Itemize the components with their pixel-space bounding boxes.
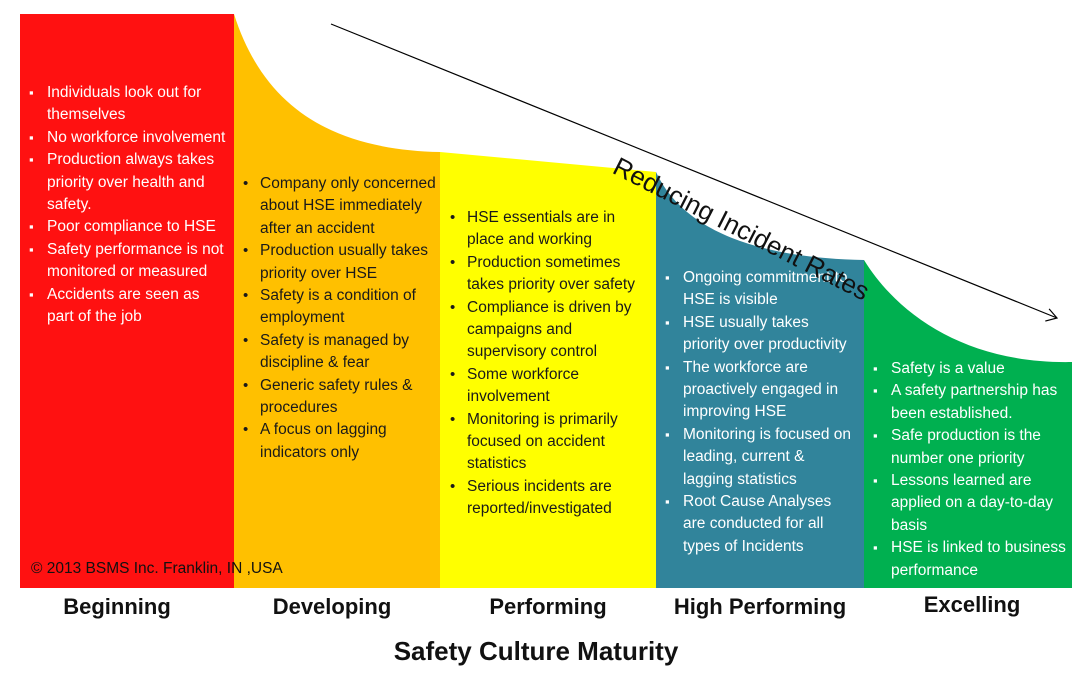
bullet-item: A focus on lagging indicators only xyxy=(240,419,436,464)
bullet-item: Safety performance is not monitored or m… xyxy=(27,239,227,284)
bullet-item: Accidents are seen as part of the job xyxy=(27,284,227,329)
bullet-item: HSE usually takes priority over producti… xyxy=(663,312,855,357)
stage-label-developing: Developing xyxy=(272,594,392,619)
bullet-item: Serious incidents are reported/investiga… xyxy=(447,476,652,521)
arrow-head-icon xyxy=(1045,308,1059,322)
bullet-item: Company only concerned about HSE immedia… xyxy=(240,173,436,240)
bullet-item: Some workforce involvement xyxy=(447,364,652,409)
bullet-item: Monitoring is focused on leading, curren… xyxy=(663,424,855,491)
bullet-item: Lessons learned are applied on a day-to-… xyxy=(871,470,1067,537)
bullet-item: A safety partnership has been establishe… xyxy=(871,380,1067,425)
bullet-item: Monitoring is primarily focused on accid… xyxy=(447,409,652,476)
bullet-item: No workforce involvement xyxy=(27,127,227,150)
bullet-item: Individuals look out for themselves xyxy=(27,82,227,127)
bullet-item: Compliance is driven by campaigns and su… xyxy=(447,297,652,364)
stage-label-beginning: Beginning xyxy=(63,594,171,619)
excelling-bullets: Safety is a valueA safety partnership ha… xyxy=(871,358,1067,582)
bullet-item: Generic safety rules & procedures xyxy=(240,375,436,420)
copyright-notice: © 2013 BSMS Inc. Franklin, IN ,USA xyxy=(31,560,283,577)
performing-bullets: HSE essentials are in place and workingP… xyxy=(447,207,652,521)
bullet-item: Safe production is the number one priori… xyxy=(871,425,1067,470)
bullet-item: HSE is linked to business performance xyxy=(871,537,1067,582)
axis-title: Safety Culture Maturity xyxy=(393,636,679,666)
bullet-item: Safety is managed by discipline & fear xyxy=(240,330,436,375)
bullet-item: Safety is a condition of employment xyxy=(240,285,436,330)
bullet-item: Root Cause Analyses are conducted for al… xyxy=(663,491,855,558)
stage-label-excelling: Excelling xyxy=(923,592,1021,617)
beginning-bullets: Individuals look out for themselvesNo wo… xyxy=(27,82,227,328)
bullet-item: Poor compliance to HSE xyxy=(27,216,227,239)
bullet-item: Safety is a value xyxy=(871,358,1067,381)
reducing-incident-rates-arrow xyxy=(330,23,1058,319)
bullet-item: HSE essentials are in place and working xyxy=(447,207,652,252)
bullet-item: The workforce are proactively engaged in… xyxy=(663,357,855,424)
bullet-item: Production always takes priority over he… xyxy=(27,149,227,216)
stage-label-performing: Performing xyxy=(489,594,607,619)
bullet-item: Production sometimes takes priority over… xyxy=(447,252,652,297)
bullet-item: Ongoing commitment to HSE is visible xyxy=(663,267,855,312)
stage-label-high-performing: High Performing xyxy=(673,594,847,619)
developing-bullets: Company only concerned about HSE immedia… xyxy=(240,173,436,464)
bullet-item: Production usually takes priority over H… xyxy=(240,240,436,285)
high-performing-bullets: Ongoing commitment to HSE is visibleHSE … xyxy=(663,267,855,558)
